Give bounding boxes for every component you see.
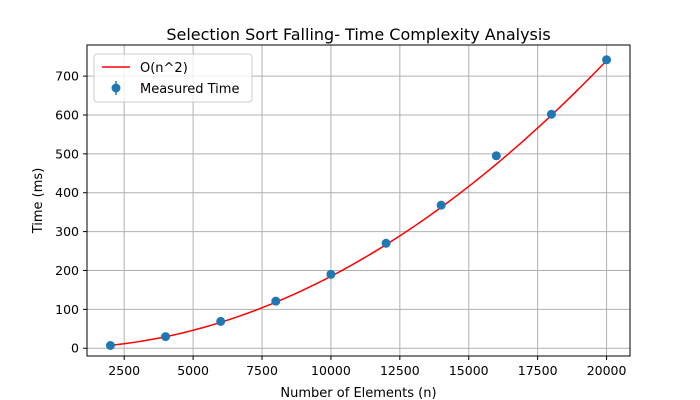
legend-marker-label: Measured Time [140, 82, 239, 97]
measured-time-point [436, 200, 446, 210]
chart-title: Selection Sort Falling- Time Complexity … [166, 25, 550, 44]
series-line-on2 [110, 60, 608, 347]
plot-frame [86, 44, 631, 357]
x-tick-label: 10000 [311, 363, 351, 378]
measured-time-point [271, 296, 281, 306]
measured-time-point [491, 151, 501, 161]
x-tick-label: 12500 [380, 363, 420, 378]
x-tick-label: 2500 [108, 363, 140, 378]
measured-time-point [602, 55, 612, 65]
y-tick-label: 500 [55, 146, 79, 161]
plot-series [105, 55, 612, 351]
y-tick-label: 0 [71, 341, 79, 356]
x-tick-label: 20000 [587, 363, 627, 378]
legend-box [93, 53, 253, 103]
y-tick-label: 700 [55, 69, 79, 84]
y-axis-label: Time (ms) [31, 168, 46, 235]
legend: O(n^2) Measured Time [93, 53, 253, 103]
grid [87, 45, 630, 356]
x-tick-label: 17500 [518, 363, 558, 378]
legend-line-label: O(n^2) [140, 61, 188, 76]
x-tick-label: 15000 [449, 363, 489, 378]
legend-marker-swatch [111, 83, 121, 93]
x-tick-label: 5000 [177, 363, 209, 378]
y-tick-label: 400 [55, 185, 79, 200]
measured-time-point [105, 341, 115, 351]
measured-time-point [326, 269, 336, 279]
y-tick-label: 200 [55, 263, 79, 278]
measured-time-point [216, 316, 226, 326]
measured-time-point [381, 238, 391, 248]
axis-ticks: 2500 5000 7500 10000 12500 15000 17500 20000 0 10… [55, 69, 626, 378]
x-tick-label: 7500 [246, 363, 278, 378]
y-tick-label: 300 [55, 224, 79, 239]
x-axis-label: Number of Elements (n) [280, 386, 436, 400]
measured-time-point [161, 332, 171, 342]
measured-time-point [546, 109, 556, 119]
y-tick-label: 100 [55, 302, 79, 317]
y-tick-label: 600 [55, 107, 79, 122]
